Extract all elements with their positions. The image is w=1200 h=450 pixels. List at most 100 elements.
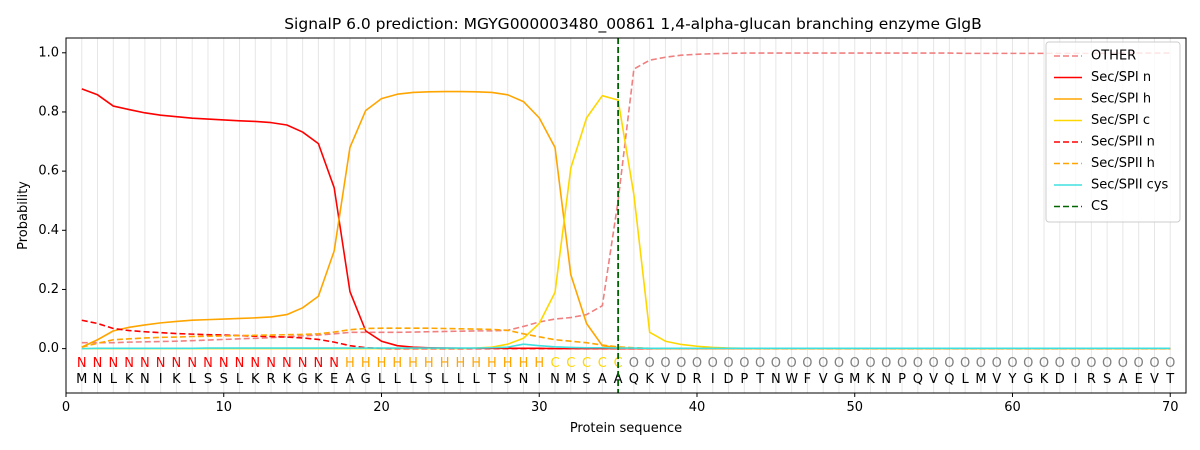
residue-label: M (76, 372, 87, 387)
region-label: O (850, 356, 860, 371)
region-label: N (329, 356, 339, 371)
region-label: C (550, 356, 559, 371)
residue-label: S (582, 372, 590, 387)
y-tick-label: 0.4 (38, 223, 59, 238)
residue-label: L (409, 372, 417, 387)
legend-label: Sec/SPII h (1091, 156, 1155, 171)
legend-label: Sec/SPI c (1091, 113, 1150, 128)
sequence-labels: NMNNNLNKNNNINKNLNSNSNLNKNRNKNGNKNEHAHGHL… (76, 356, 1175, 387)
residue-label: E (330, 372, 338, 387)
residue-label: Q (944, 372, 954, 387)
x-tick-label: 10 (215, 400, 232, 415)
region-label: O (723, 356, 733, 371)
legend-label: OTHER (1091, 49, 1136, 64)
region-label: O (1039, 356, 1049, 371)
residue-label: I (159, 372, 163, 387)
legend: OTHER Sec/SPI n Sec/SPI h Sec/SPI c Sec/SPII… (1045, 41, 1181, 223)
residue-label: K (314, 372, 323, 387)
residue-label: K (251, 372, 260, 387)
y-tick-label: 1.0 (38, 45, 59, 60)
region-label: O (960, 356, 970, 371)
region-label: O (976, 356, 986, 371)
legend-label: Sec/SPII n (1091, 135, 1155, 150)
region-label: H (519, 356, 529, 371)
residue-label: D (724, 372, 734, 387)
region-label: O (787, 356, 797, 371)
region-label: H (345, 356, 355, 371)
region-label: N (93, 356, 103, 371)
residue-label: P (898, 372, 906, 387)
region-label: N (187, 356, 197, 371)
residue-label: N (140, 372, 150, 387)
residue-label: V (929, 372, 938, 387)
residue-label: Q (629, 372, 639, 387)
x-tick-label: 0 (62, 400, 70, 415)
region-label: O (660, 356, 670, 371)
residue-label: V (1150, 372, 1159, 387)
residue-label: I (537, 372, 541, 387)
region-label: H (361, 356, 371, 371)
region-label: O (692, 356, 702, 371)
region-label: O (1165, 356, 1175, 371)
region-label: C (566, 356, 575, 371)
x-tick-label: 50 (846, 400, 863, 415)
region-label: H (534, 356, 544, 371)
region-label: H (424, 356, 434, 371)
region-label: O (802, 356, 812, 371)
y-axis-label: Probability (16, 181, 31, 250)
residue-label: G (361, 372, 371, 387)
residue-label: S (220, 372, 228, 387)
region-label: N (314, 356, 324, 371)
region-label: C (598, 356, 607, 371)
legend-label: Sec/SPII cys (1091, 178, 1169, 193)
residue-label: R (267, 372, 276, 387)
series-line (81, 52, 1171, 344)
region-label: O (1055, 356, 1065, 371)
region-label: H (408, 356, 418, 371)
residue-label: T (755, 372, 764, 387)
region-label: N (266, 356, 276, 371)
region-label: O (739, 356, 749, 371)
residue-label: K (125, 372, 134, 387)
residue-label: L (378, 372, 386, 387)
region-label: O (1070, 356, 1080, 371)
residue-label: G (834, 372, 844, 387)
residue-label: V (661, 372, 670, 387)
region-label: O (676, 356, 686, 371)
y-tick-label: 0.2 (38, 282, 59, 297)
region-label: N (250, 356, 260, 371)
region-label: N (172, 356, 182, 371)
axes: 0 10 20 30 40 50 60 70 0.0 0.2 0.4 0.6 0.8 1.0 (38, 45, 1178, 415)
residue-label: I (711, 372, 715, 387)
residue-label: D (676, 372, 686, 387)
residue-label: N (550, 372, 560, 387)
x-tick-label: 40 (689, 400, 706, 415)
region-label: O (992, 356, 1002, 371)
series-line (81, 343, 1171, 350)
region-label: O (944, 356, 954, 371)
residue-label: S (204, 372, 212, 387)
region-label: N (203, 356, 213, 371)
region-label: H (392, 356, 402, 371)
region-label: O (928, 356, 938, 371)
legend-label: Sec/SPI n (1091, 70, 1151, 85)
residue-label: T (487, 372, 496, 387)
residue-label: L (473, 372, 481, 387)
region-label: H (503, 356, 513, 371)
residue-label: L (110, 372, 118, 387)
residue-label: K (283, 372, 292, 387)
residue-label: R (692, 372, 701, 387)
region-label: N (124, 356, 134, 371)
region-label: O (913, 356, 923, 371)
region-label: H (471, 356, 481, 371)
region-label: O (897, 356, 907, 371)
residue-label: G (1023, 372, 1033, 387)
region-label: O (865, 356, 875, 371)
region-label: O (1102, 356, 1112, 371)
residue-label: S (425, 372, 433, 387)
region-label: H (455, 356, 465, 371)
residue-label: T (1165, 372, 1174, 387)
series-lines (81, 52, 1171, 350)
residue-label: I (1074, 372, 1078, 387)
